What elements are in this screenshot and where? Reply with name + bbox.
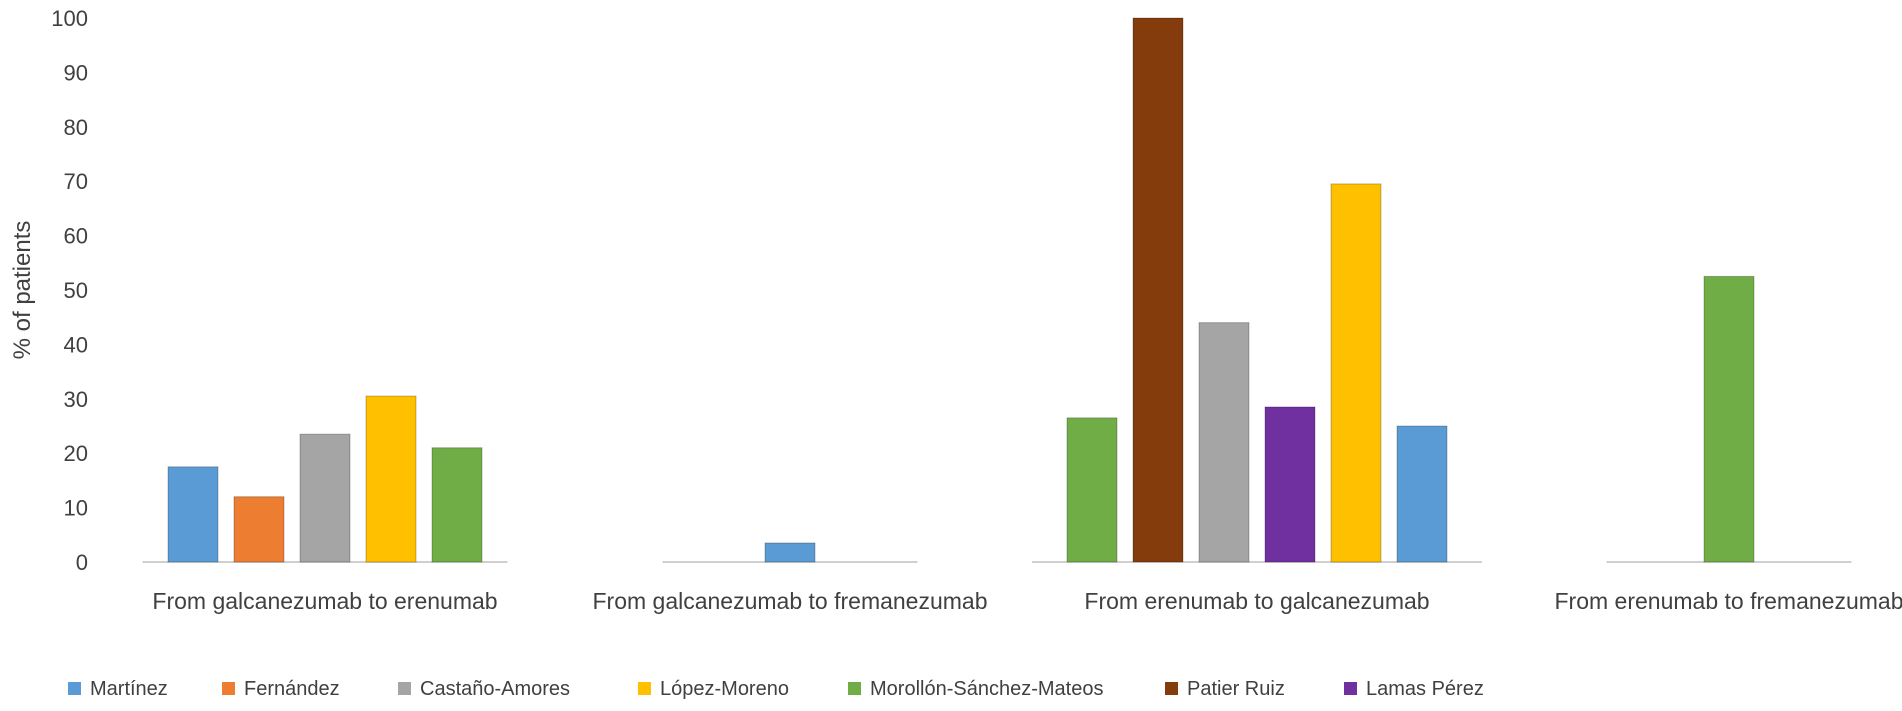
y-tick-label: 0 <box>76 550 88 575</box>
bars <box>167 17 1755 563</box>
bar-martinez-3 <box>1396 425 1448 563</box>
bar-lopez-moreno-1 <box>365 395 417 563</box>
legend-swatch <box>1165 682 1178 695</box>
y-tick-label: 40 <box>64 332 88 357</box>
bar-lopez-moreno-3 <box>1330 183 1382 563</box>
legend-label: Lamas Pérez <box>1366 678 1484 700</box>
y-tick-label: 70 <box>64 169 88 194</box>
x-axis: From galcanezumab to erenumab From galcan… <box>152 588 1902 614</box>
bar-morollon-sanchez-mateos-4 <box>1703 275 1755 563</box>
legend-label: Martínez <box>90 678 168 700</box>
bar-martinez-1 <box>167 466 219 563</box>
bar-martinez-2 <box>764 542 816 563</box>
legend-swatch <box>222 682 235 695</box>
x-category-label: From erenumab to fremanezumab <box>1555 588 1902 614</box>
legend-swatch <box>848 682 861 695</box>
y-tick-label: 80 <box>64 115 88 140</box>
legend-swatch <box>638 682 651 695</box>
bar-fernandez-1 <box>233 496 285 563</box>
legend-swatch <box>398 682 411 695</box>
y-tick-label: 90 <box>64 60 88 85</box>
legend-label: Fernández <box>244 678 340 700</box>
x-category-label: From galcanezumab to fremanezumab <box>592 588 987 614</box>
legend-swatch <box>1344 682 1357 695</box>
bar-castano-amores-1 <box>299 433 351 563</box>
legend: Martínez Fernández Castaño-Amores López-Mor… <box>68 678 1484 700</box>
y-tick-label: 50 <box>64 278 88 303</box>
bar-lamas-perez-3 <box>1264 406 1316 563</box>
y-tick-label: 20 <box>64 441 88 466</box>
bar-morollon-sanchez-mateos-3 <box>1066 417 1118 563</box>
y-axis-title: % of patients <box>9 221 36 360</box>
legend-label: Castaño-Amores <box>420 678 570 700</box>
legend-label: Patier Ruiz <box>1187 678 1285 700</box>
y-tick-label: 100 <box>51 6 88 31</box>
legend-label: Morollón-Sánchez-Mateos <box>870 678 1103 700</box>
y-axis: 0 10 20 30 40 50 60 70 80 90 100 <box>51 6 88 575</box>
x-category-label: From erenumab to galcanezumab <box>1084 588 1429 614</box>
bar-castano-amores-3 <box>1198 322 1250 563</box>
y-tick-label: 30 <box>64 387 88 412</box>
legend-label: López-Moreno <box>660 678 789 700</box>
bar-patier-ruiz-3 <box>1132 17 1184 563</box>
x-category-label: From galcanezumab to erenumab <box>152 588 497 614</box>
y-tick-label: 60 <box>64 224 88 249</box>
y-tick-label: 10 <box>64 496 88 521</box>
bar-morollon-sanchez-mateos-1 <box>431 447 483 563</box>
legend-swatch <box>68 682 81 695</box>
